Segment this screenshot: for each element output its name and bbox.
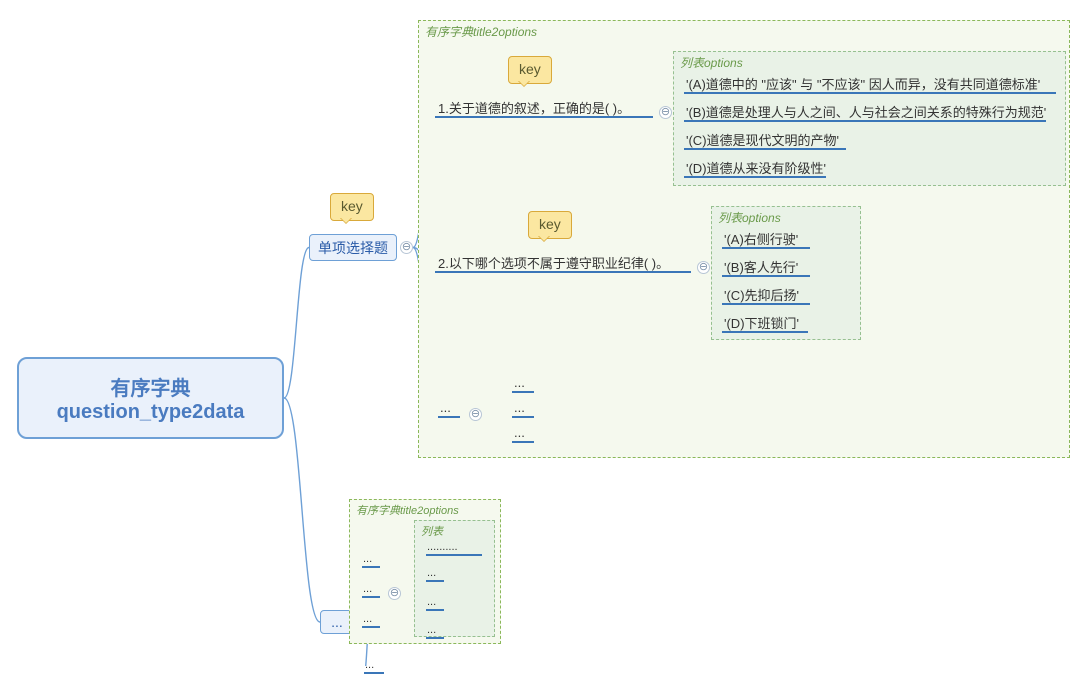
mini-ellipsis: ... [363,613,372,625]
ellipsis-underline [512,391,534,393]
option2-item: '(D)下班锁门' [724,313,799,332]
key-tag-q2: key [528,211,572,239]
option2-item: '(C)先抑后扬' [724,285,799,304]
mini-ellipsis: ... [365,659,374,671]
group-label-1: 有序字典title2options [425,23,537,40]
mini-underline [426,609,444,611]
option1-underline [684,92,1056,94]
mini-underline [426,554,482,556]
mini-ellipsis: ... [427,624,436,636]
option1-item: '(B)道德是处理人与人之间、人与社会之间关系的特殊行为规范' [686,102,1046,121]
ellipsis-underline [512,416,534,418]
node-single-choice[interactable]: 单项选择题 [309,234,397,261]
option1-underline [684,176,826,178]
mini-underline [362,566,380,568]
option2-underline [722,303,810,305]
ellipsis-underline [438,416,460,418]
root-line1: 有序字典 [111,372,191,401]
group-label-2: 有序字典title2options [356,502,459,518]
toggle-og2-a[interactable]: ⊖ [388,587,401,600]
q1-underline [435,116,653,118]
option2-underline [722,247,810,249]
ellipsis-item: ... [514,425,525,440]
toggle-node1[interactable]: ⊖ [400,241,413,254]
option2-item: '(B)客人先行' [724,257,798,276]
mini-ellipsis: ... [363,583,372,595]
key-tag-1: key [330,193,374,221]
ellipsis-underline [512,441,534,443]
toggle-q1[interactable]: ⊖ [659,106,672,119]
ellipsis-item: ... [440,400,451,415]
mini-underline [426,580,444,582]
toggle-q2[interactable]: ⊖ [697,261,710,274]
option1-item: '(C)道德是现代文明的产物' [686,130,839,149]
option1-underline [684,120,1046,122]
mini-ellipsis: .......... [427,541,458,553]
ellipsis-item: ... [514,375,525,390]
mini-underline [362,596,380,598]
option1-item: '(A)道德中的 "应该" 与 "不应该" 因人而异，没有共同道德标准' [686,74,1040,93]
mini-ellipsis: ... [427,567,436,579]
q2-text: 2.以下哪个选项不属于遵守职业纪律( )。 [438,253,669,272]
option1-item: '(D)道德从来没有阶级性' [686,158,826,177]
options-label-2: 列表options [718,209,781,226]
option2-underline [722,275,810,277]
list-label-2: 列表 [421,523,443,539]
root-node: 有序字典 question_type2data [17,357,284,439]
key-tag-q1: key [508,56,552,84]
mini-ellipsis: ... [427,596,436,608]
option1-underline [684,148,846,150]
q1-text: 1.关于道德的叙述，正确的是( )。 [438,98,630,117]
option2-item: '(A)右侧行驶' [724,229,798,248]
q2-underline [435,271,691,273]
options-label-1: 列表options [680,54,743,71]
mini-underline [362,626,380,628]
root-line2: question_type2data [57,401,245,424]
ellipsis-item: ... [514,400,525,415]
mini-underline [426,637,444,639]
option2-underline [722,331,808,333]
mini-ellipsis: ... [363,553,372,565]
toggle-ellipsis-1[interactable]: ⊖ [469,408,482,421]
